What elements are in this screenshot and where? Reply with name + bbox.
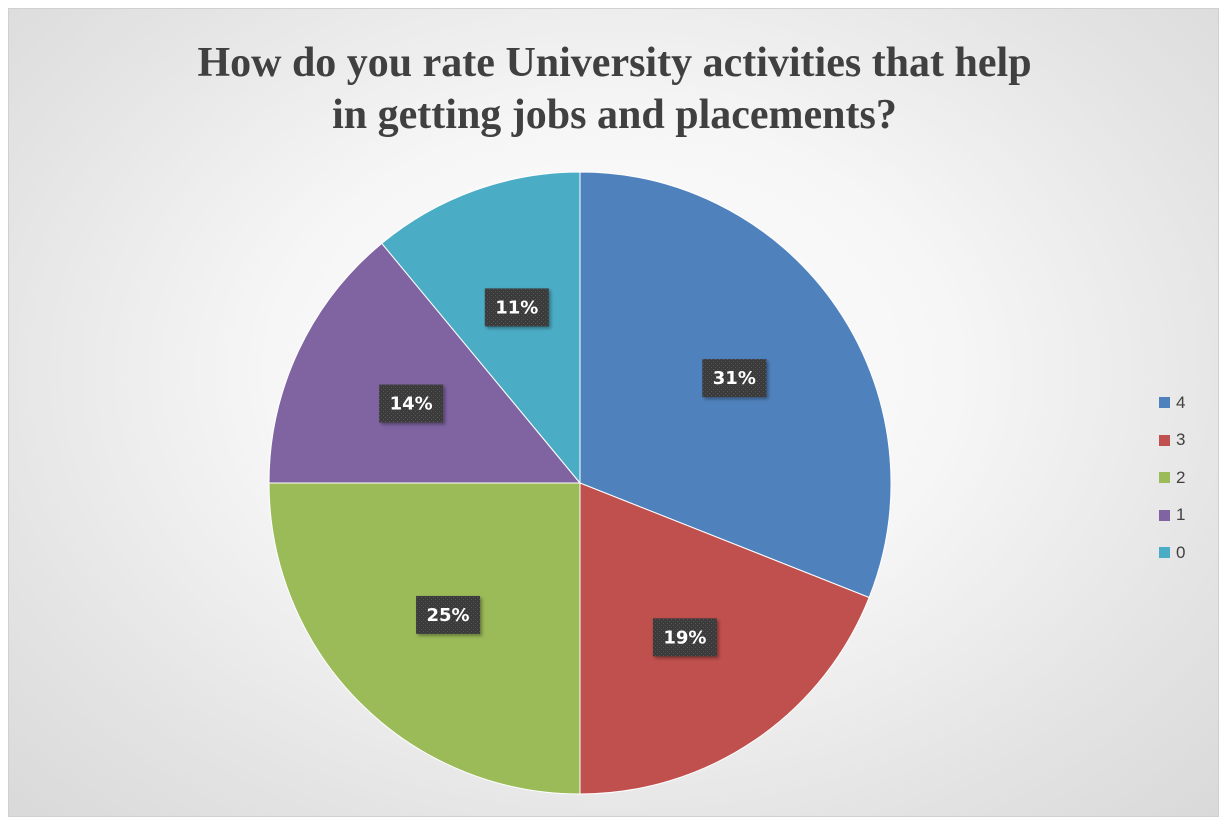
legend-label-1: 1 — [1176, 505, 1186, 525]
data-label-1: 14% — [379, 384, 444, 423]
data-label-0: 11% — [484, 288, 549, 327]
data-label-box-0 — [484, 288, 549, 327]
chart-title-line-1: How do you rate University activities th… — [197, 40, 1032, 86]
legend-item-3: 3 — [1159, 422, 1185, 460]
legend-item-1: 1 — [1159, 497, 1185, 535]
data-label-text-2: 25% — [427, 605, 470, 626]
chart-title: How do you rate University activities th… — [9, 37, 1218, 141]
data-label-3: 19% — [652, 618, 717, 657]
pie-data-labels: 31% 19% 25% 14% 11% — [379, 288, 767, 657]
legend-item-0: 0 — [1159, 534, 1185, 572]
chart-title-line-2: in getting jobs and placements? — [332, 92, 897, 138]
legend-item-4: 4 — [1159, 384, 1185, 422]
pie-slice-0 — [381, 171, 581, 485]
pie-slice-2 — [268, 482, 581, 795]
legend-item-2: 2 — [1159, 459, 1185, 497]
legend-swatch-2 — [1159, 472, 1170, 484]
legend-swatch-0 — [1159, 547, 1170, 559]
legend-swatch-3 — [1159, 434, 1170, 446]
legend-label-4: 4 — [1176, 392, 1186, 412]
chart-area: How do you rate University activities th… — [8, 8, 1219, 817]
data-label-text-3: 19% — [663, 627, 706, 648]
pie-slice-3 — [579, 482, 870, 795]
legend-label-0: 0 — [1176, 542, 1186, 562]
pie-chart: 31% 19% 25% 14% 11% — [268, 171, 892, 795]
legend-swatch-4 — [1159, 397, 1170, 409]
data-label-box-4 — [702, 359, 767, 398]
data-label-text-1: 14% — [390, 394, 433, 415]
data-label-box-3 — [652, 618, 717, 657]
pie-slices — [268, 171, 892, 795]
data-label-text-0: 11% — [495, 297, 538, 318]
data-label-4: 31% — [702, 359, 767, 398]
legend-swatch-1 — [1159, 509, 1170, 521]
legend: 4 3 2 1 0 — [1159, 384, 1185, 572]
legend-label-3: 3 — [1176, 430, 1186, 450]
data-label-box-1 — [379, 384, 444, 423]
pie-slice-1 — [268, 242, 582, 484]
data-label-text-4: 31% — [713, 368, 756, 389]
data-label-2: 25% — [416, 595, 481, 634]
legend-label-2: 2 — [1176, 467, 1186, 487]
data-label-box-2 — [416, 595, 481, 634]
